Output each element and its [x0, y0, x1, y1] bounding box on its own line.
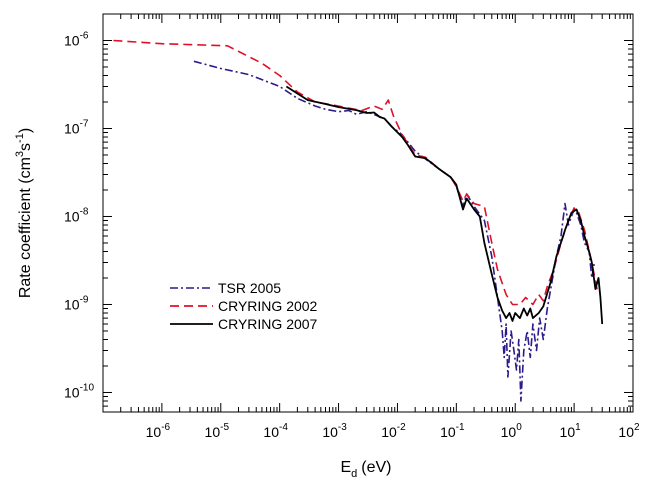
legend-label-cryring2002: CRYRING 2002 — [218, 298, 318, 314]
series-line-tsr-2005 — [193, 60, 596, 402]
series-lines — [113, 39, 604, 402]
x-tick-label: 10-4 — [263, 422, 288, 440]
y-tick-label: 10-7 — [64, 118, 89, 136]
axis-ticks — [102, 13, 633, 413]
legend: TSR 2005 CRYRING 2002 CRYRING 2007 — [170, 280, 318, 332]
x-tick-label: 100 — [501, 422, 523, 440]
x-axis-label: Ed (eV) — [340, 459, 391, 480]
x-tick-label: 10-2 — [381, 422, 406, 440]
x-tick-label: 10-3 — [322, 422, 347, 440]
y-tick-label: 10-9 — [64, 294, 89, 312]
x-tick-label: 102 — [618, 422, 640, 440]
x-tick-label: 10-6 — [146, 422, 171, 440]
series-line-cryring-2002 — [113, 39, 599, 306]
legend-label-cryring2007: CRYRING 2007 — [218, 316, 318, 332]
y-tick-label: 10-6 — [64, 30, 89, 48]
series-line-cryring-2007 — [285, 85, 604, 325]
x-tick-label: 101 — [560, 422, 582, 440]
y-tick-label: 10-8 — [64, 206, 89, 224]
y-tick-labels: 10-6 10-7 10-8 10-9 10-10 — [64, 30, 94, 400]
y-axis-label: Rate coefficient (cm3s-1) — [14, 128, 34, 298]
y-tick-label: 10-10 — [64, 382, 94, 400]
legend-label-tsr2005: TSR 2005 — [218, 280, 281, 296]
x-tick-labels: 10-6 10-5 10-4 10-3 10-2 10-1 100 101 102 — [146, 422, 640, 440]
x-tick-label: 10-5 — [205, 422, 230, 440]
plot-frame — [102, 13, 634, 413]
x-tick-label: 10-1 — [440, 422, 465, 440]
